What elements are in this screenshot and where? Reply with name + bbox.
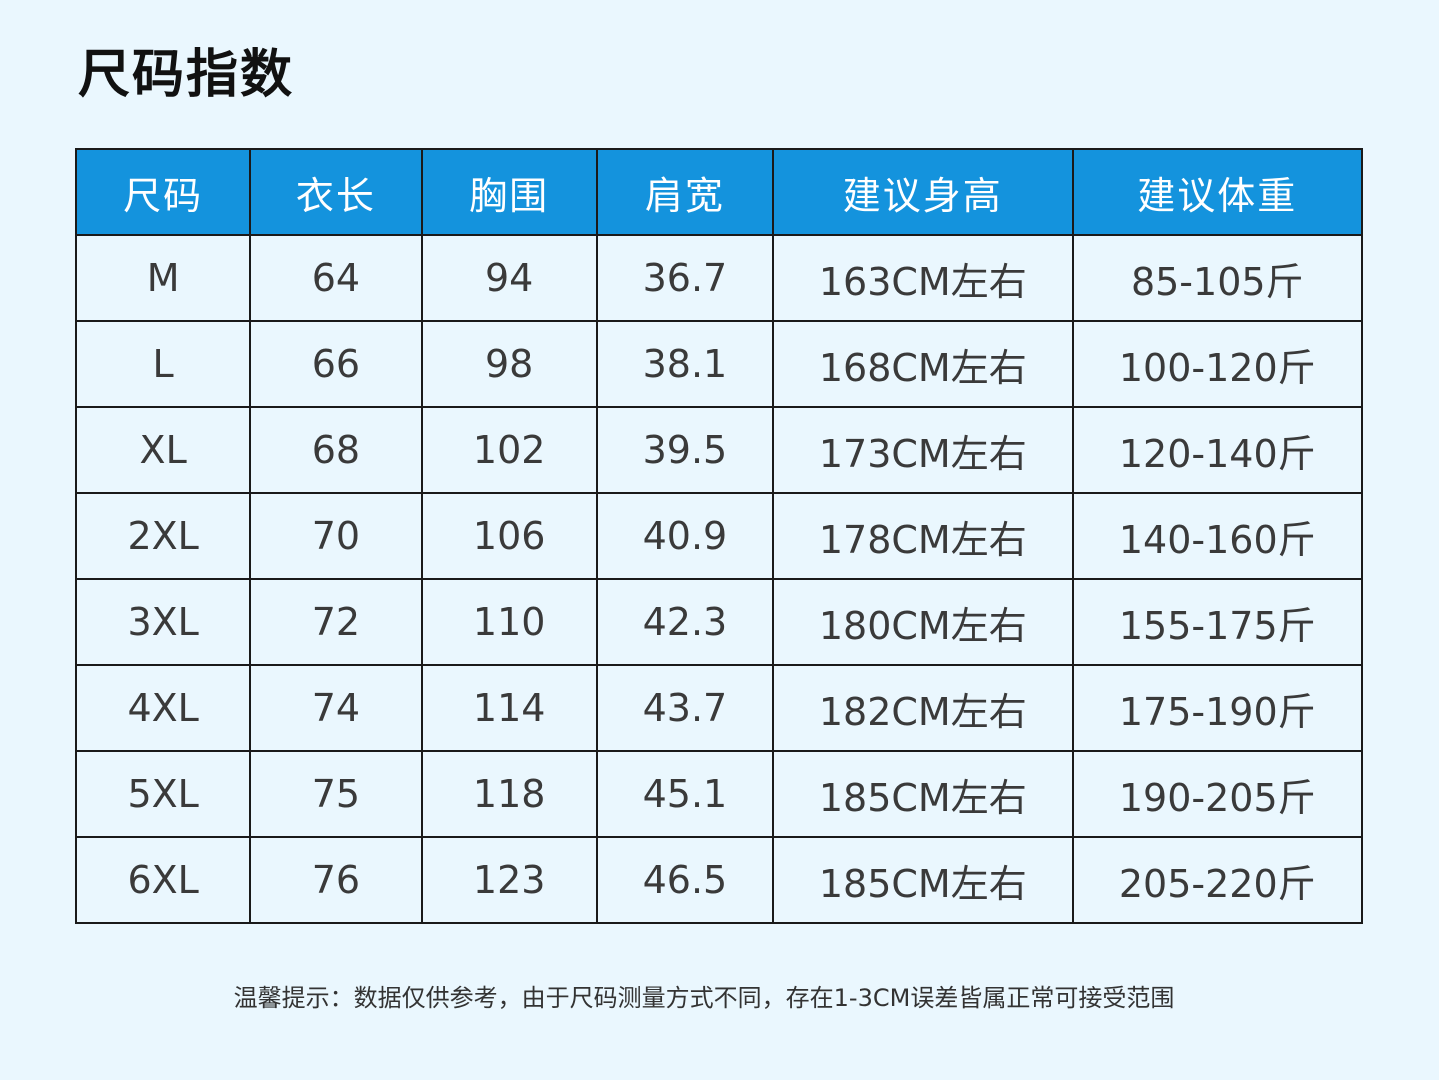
cell-chest: 118 [420, 750, 598, 838]
cell-length: 74 [249, 664, 423, 752]
cell-size: 2XL [74, 492, 252, 580]
cell-size: M [74, 234, 252, 322]
cell-size: 6XL [74, 836, 252, 924]
cell-height: 185CM左右 [772, 750, 1074, 838]
cell-weight: 175-190斤 [1071, 664, 1364, 752]
cell-height: 168CM左右 [772, 320, 1074, 408]
cell-weight: 205-220斤 [1071, 836, 1364, 924]
header-shoulder: 肩宽 [595, 148, 775, 236]
cell-height: 173CM左右 [772, 406, 1074, 494]
table-row: 3XL 72 110 42.3 180CM左右 155-175斤 [74, 578, 1364, 666]
header-height: 建议身高 [772, 148, 1074, 236]
cell-weight: 85-105斤 [1071, 234, 1364, 322]
table-row: 5XL 75 118 45.1 185CM左右 190-205斤 [74, 750, 1364, 838]
cell-height: 180CM左右 [772, 578, 1074, 666]
footnote-disclaimer: 温馨提示：数据仅供参考，由于尺码测量方式不同，存在1-3CM误差皆属正常可接受范… [233, 984, 1175, 1012]
cell-height: 178CM左右 [772, 492, 1074, 580]
cell-shoulder: 45.1 [595, 750, 775, 838]
cell-length: 66 [249, 320, 423, 408]
cell-chest: 106 [420, 492, 598, 580]
cell-size: 3XL [74, 578, 252, 666]
cell-shoulder: 36.7 [595, 234, 775, 322]
cell-chest: 123 [420, 836, 598, 924]
cell-length: 75 [249, 750, 423, 838]
cell-chest: 110 [420, 578, 598, 666]
cell-length: 72 [249, 578, 423, 666]
cell-size: XL [74, 406, 252, 494]
table-row: 2XL 70 106 40.9 178CM左右 140-160斤 [74, 492, 1364, 580]
cell-size: 5XL [74, 750, 252, 838]
cell-chest: 114 [420, 664, 598, 752]
cell-shoulder: 42.3 [595, 578, 775, 666]
cell-chest: 98 [420, 320, 598, 408]
header-chest: 胸围 [420, 148, 598, 236]
table-row: 4XL 74 114 43.7 182CM左右 175-190斤 [74, 664, 1364, 752]
header-size: 尺码 [74, 148, 252, 236]
cell-weight: 155-175斤 [1071, 578, 1364, 666]
cell-height: 182CM左右 [772, 664, 1074, 752]
table-row: 6XL 76 123 46.5 185CM左右 205-220斤 [74, 836, 1364, 924]
cell-shoulder: 38.1 [595, 320, 775, 408]
cell-height: 185CM左右 [772, 836, 1074, 924]
header-length: 衣长 [249, 148, 423, 236]
cell-shoulder: 46.5 [595, 836, 775, 924]
header-weight: 建议体重 [1071, 148, 1364, 236]
size-chart-table: 尺码 衣长 胸围 肩宽 建议身高 建议体重 M 64 94 36.7 163CM… [74, 148, 1364, 924]
cell-weight: 120-140斤 [1071, 406, 1364, 494]
table-header-row: 尺码 衣长 胸围 肩宽 建议身高 建议体重 [74, 148, 1364, 236]
cell-length: 68 [249, 406, 423, 494]
cell-shoulder: 43.7 [595, 664, 775, 752]
cell-weight: 190-205斤 [1071, 750, 1364, 838]
cell-chest: 94 [420, 234, 598, 322]
table-row: M 64 94 36.7 163CM左右 85-105斤 [74, 234, 1364, 322]
cell-length: 76 [249, 836, 423, 924]
page-title: 尺码指数 [78, 45, 295, 105]
cell-length: 64 [249, 234, 423, 322]
cell-height: 163CM左右 [772, 234, 1074, 322]
table-row: XL 68 102 39.5 173CM左右 120-140斤 [74, 406, 1364, 494]
cell-length: 70 [249, 492, 423, 580]
cell-shoulder: 40.9 [595, 492, 775, 580]
cell-size: L [74, 320, 252, 408]
cell-weight: 100-120斤 [1071, 320, 1364, 408]
table-row: L 66 98 38.1 168CM左右 100-120斤 [74, 320, 1364, 408]
cell-shoulder: 39.5 [595, 406, 775, 494]
cell-weight: 140-160斤 [1071, 492, 1364, 580]
cell-chest: 102 [420, 406, 598, 494]
cell-size: 4XL [74, 664, 252, 752]
